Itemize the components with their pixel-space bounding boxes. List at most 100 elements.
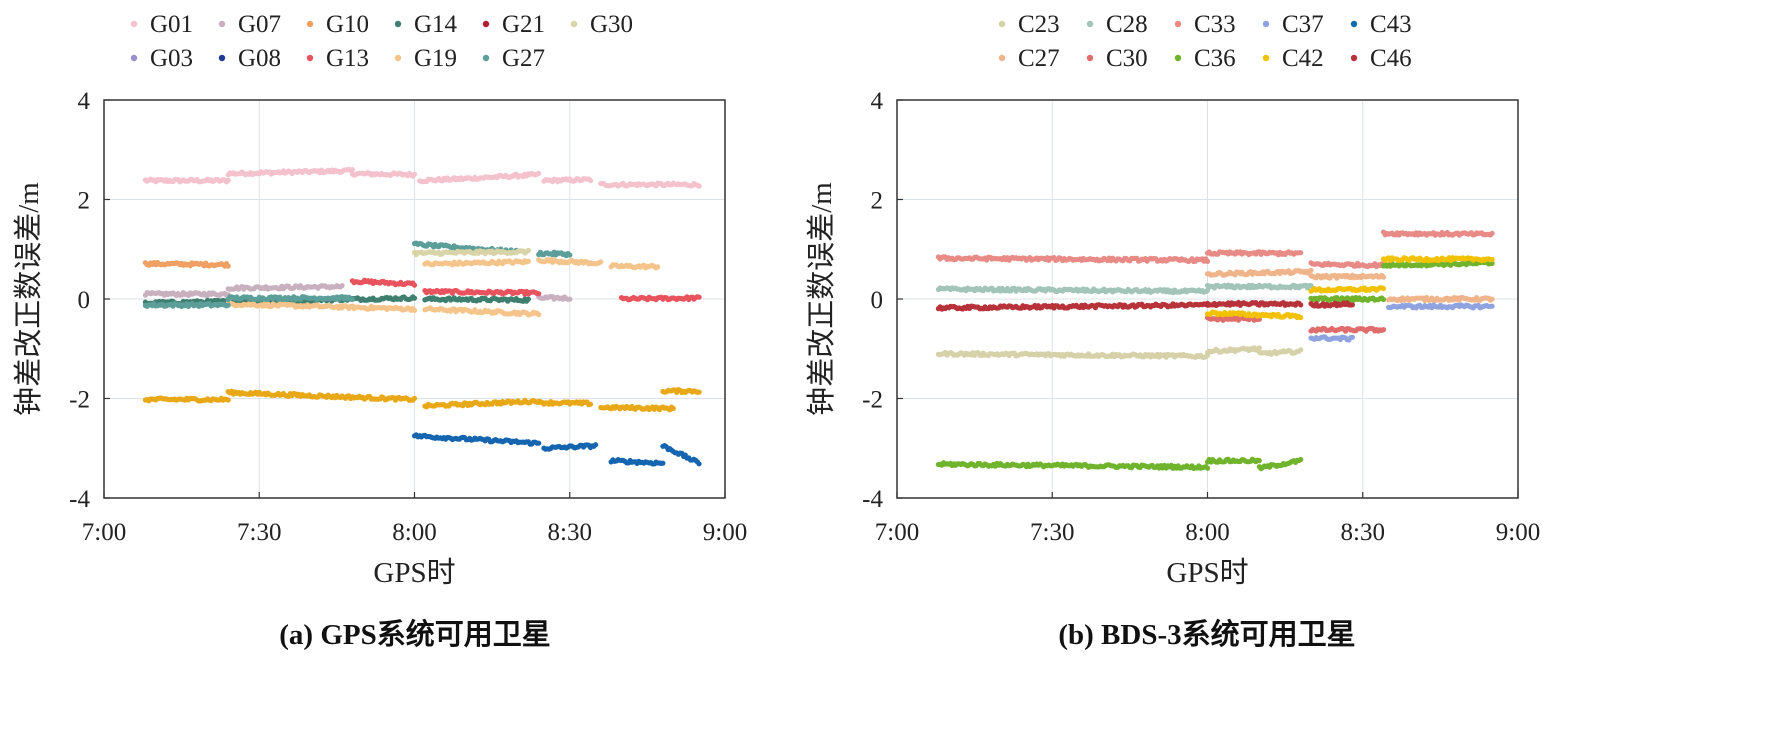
data-point xyxy=(411,395,418,401)
y-tick-label: -4 xyxy=(862,486,883,513)
data-point xyxy=(1298,302,1304,308)
legend-marker xyxy=(306,54,314,62)
legend-label: C37 xyxy=(1282,11,1324,38)
data-point xyxy=(525,258,532,264)
data-point xyxy=(225,302,231,308)
data-point xyxy=(593,442,599,448)
legend-item: C36 xyxy=(1174,45,1236,72)
legend-label: G10 xyxy=(326,11,369,38)
legend-label: C27 xyxy=(1018,45,1060,72)
data-point xyxy=(349,167,355,173)
data-point xyxy=(1298,456,1304,463)
legend-item: G07 xyxy=(218,11,281,38)
figure-caption: (b) BDS-3系统可用卫星 xyxy=(1058,617,1355,651)
series-G30 xyxy=(411,247,532,258)
series-G07 xyxy=(142,283,573,302)
y-tick-label: 0 xyxy=(78,287,91,314)
legend-marker xyxy=(998,20,1006,28)
legend-item: C30 xyxy=(1086,45,1148,72)
data-point xyxy=(225,177,231,183)
legend-label: C42 xyxy=(1282,45,1324,72)
series-C46 xyxy=(935,299,1355,312)
data-point xyxy=(1380,296,1387,303)
y-tick-label: -4 xyxy=(69,486,90,513)
legend-item: G01 xyxy=(130,11,193,38)
series-G-blue xyxy=(411,432,702,467)
series-G01 xyxy=(142,166,702,189)
series-G-orange xyxy=(142,387,702,413)
legend-marker xyxy=(482,20,490,28)
y-axis-label: 钟差改正数误差/m xyxy=(805,182,838,416)
x-tick-label: 8:00 xyxy=(1185,519,1229,546)
legend-item: C27 xyxy=(998,45,1060,72)
y-tick-label: 2 xyxy=(871,188,884,215)
data-point xyxy=(225,263,231,269)
legend-marker xyxy=(306,20,314,28)
x-tick-label: 8:30 xyxy=(1341,519,1385,546)
data-point xyxy=(1308,267,1314,273)
legend-marker xyxy=(1350,54,1358,62)
y-tick-label: -2 xyxy=(69,387,90,414)
figure-caption: (a) GPS系统可用卫星 xyxy=(279,617,550,651)
legend-item: G14 xyxy=(394,11,458,38)
legend-item: G08 xyxy=(218,45,281,72)
legend-item: C23 xyxy=(998,11,1060,38)
legend-marker xyxy=(130,54,138,62)
legend-marker xyxy=(1174,20,1182,28)
y-tick-label: 4 xyxy=(871,88,884,115)
data-point xyxy=(525,247,532,253)
data-point xyxy=(339,283,345,289)
legend-label: G30 xyxy=(590,11,633,38)
data-point xyxy=(525,296,532,302)
data-point xyxy=(670,405,676,412)
x-tick-label: 8:30 xyxy=(548,519,592,546)
x-axis-label: GPS时 xyxy=(1166,556,1248,589)
data-marks xyxy=(142,166,702,467)
data-point xyxy=(349,296,355,302)
legend-marker xyxy=(570,20,578,28)
legend-marker xyxy=(1262,54,1270,62)
x-tick-label: 8:00 xyxy=(392,519,436,546)
legend-marker xyxy=(1086,20,1094,28)
legend-label: G08 xyxy=(238,45,281,72)
legend-marker xyxy=(482,54,490,62)
legend-marker xyxy=(998,54,1006,62)
y-tick-label: -2 xyxy=(862,387,883,414)
legend-label: G27 xyxy=(502,45,545,72)
data-marks xyxy=(935,229,1495,472)
legend-marker xyxy=(394,54,402,62)
legend-marker xyxy=(1174,54,1182,62)
data-point xyxy=(1489,303,1495,309)
legend-item: C28 xyxy=(1086,11,1148,38)
chart-panel-1: 7:00 7:30 8:00 8:30 9:00 4 2 0 -2 -4 GPS时 钟差改正数误差/m… xyxy=(805,11,1540,651)
legend-item: G27 xyxy=(482,45,545,72)
data-point xyxy=(660,460,666,466)
data-point xyxy=(1204,465,1211,471)
legend-label: C23 xyxy=(1018,11,1060,38)
data-point xyxy=(696,461,702,467)
legend-marker xyxy=(218,20,226,28)
data-point xyxy=(1489,296,1495,302)
data-point xyxy=(536,170,542,176)
data-point xyxy=(1380,274,1387,280)
legend: C23 C28 C33 C37 C43 C27 C30 C36 C42 C46 xyxy=(998,11,1412,72)
data-point xyxy=(567,252,573,258)
data-point xyxy=(225,397,231,403)
legend-marker xyxy=(1262,20,1270,28)
legend-label: C33 xyxy=(1194,11,1236,38)
legend-item: G13 xyxy=(306,45,369,72)
data-point xyxy=(1308,283,1314,289)
y-axis-label: 钟差改正数误差/m xyxy=(12,182,45,416)
legend-label: G01 xyxy=(150,11,193,38)
series-C28 xyxy=(935,282,1314,296)
legend-label: C28 xyxy=(1106,11,1148,38)
x-tick-label: 7:00 xyxy=(875,519,919,546)
data-point xyxy=(1298,314,1304,321)
legend-item: C33 xyxy=(1174,11,1236,38)
legend-item: G30 xyxy=(570,11,633,38)
data-point xyxy=(536,291,542,297)
x-tick-label: 9:00 xyxy=(1496,519,1540,546)
legend-item: G03 xyxy=(130,45,193,72)
x-tick-label: 7:30 xyxy=(1030,519,1074,546)
